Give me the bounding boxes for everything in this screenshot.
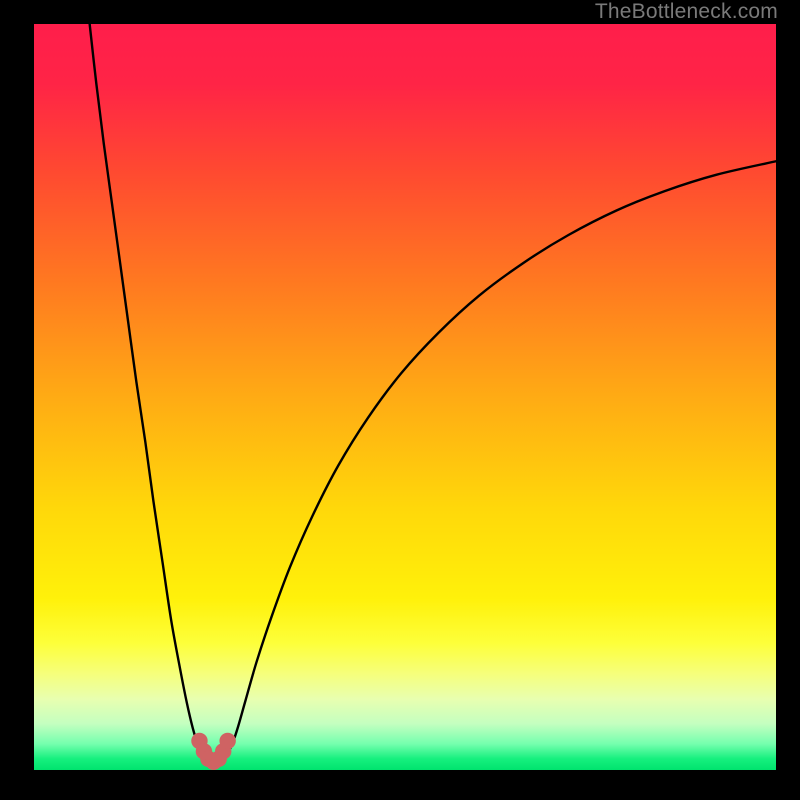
curve-left (90, 24, 201, 752)
chart-container: TheBottleneck.com (0, 0, 800, 800)
minimum-markers (191, 733, 236, 770)
curve-right (228, 161, 776, 752)
watermark-text: TheBottleneck.com (595, 0, 778, 24)
curve-layer (34, 24, 776, 770)
plot-area (34, 24, 776, 770)
minimum-marker (219, 733, 235, 749)
